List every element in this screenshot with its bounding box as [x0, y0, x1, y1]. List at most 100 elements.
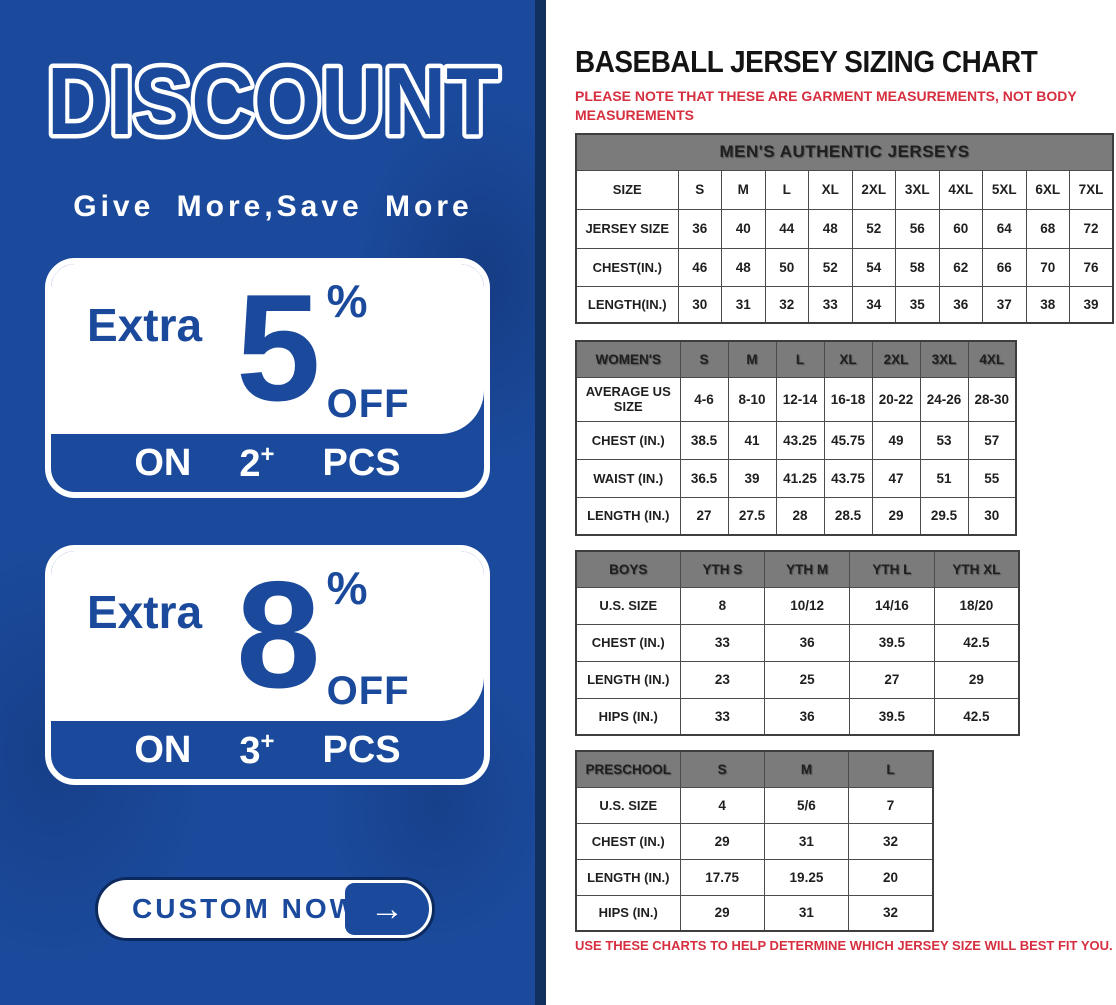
column-header: 3XL	[919, 340, 969, 378]
table-cell: 5XL	[982, 169, 1027, 210]
column-header: S	[679, 340, 729, 378]
table-row: CHEST(IN.) 46 48 50 52 54 58 62 66 70 76	[575, 247, 1114, 287]
row-label: CHEST (IN.)	[575, 623, 681, 662]
table-cell: 8-10	[727, 376, 777, 422]
offer-prefix: Extra	[87, 586, 203, 638]
table-cell: 36.5	[679, 458, 729, 498]
row-label: U.S. SIZE	[575, 786, 681, 824]
table-cell: 17.75	[679, 858, 765, 896]
column-header: S	[679, 750, 765, 788]
table-cell: 48	[721, 247, 766, 287]
column-header: YTH XL	[933, 550, 1020, 588]
row-label: AVERAGE US SIZE	[575, 376, 681, 422]
column-header: WOMEN'S	[575, 340, 681, 378]
table-row: CHEST (IN.) 38.5 41 43.25 45.75 49 53 57	[575, 420, 1017, 460]
table-cell: 14/16	[849, 586, 935, 625]
table-cell: 43.25	[775, 420, 825, 460]
table-cell: 2XL	[851, 169, 896, 210]
row-label: SIZE	[575, 169, 679, 210]
table-cell: 4XL	[938, 169, 983, 210]
right-arrow-icon: →	[370, 890, 404, 928]
table-cell: 39	[1069, 285, 1114, 324]
off-label: OFF	[326, 382, 410, 426]
table-cell: 27	[679, 496, 729, 536]
custom-now-button[interactable]: CUSTOM NOW →	[95, 877, 435, 941]
offer-amount-area: Extra 5 % OFF	[51, 264, 484, 434]
column-header: YTH S	[679, 550, 766, 588]
column-header: M	[727, 340, 777, 378]
offer-amount-area: Extra 8 % OFF	[51, 551, 484, 721]
table-cell: XL	[808, 169, 853, 210]
row-label: HIPS (IN.)	[575, 894, 681, 932]
row-label: LENGTH (IN.)	[575, 496, 681, 536]
row-label: U.S. SIZE	[575, 586, 681, 625]
table-cell: 12-14	[775, 376, 825, 422]
row-label: LENGTH (IN.)	[575, 660, 681, 699]
row-label: JERSEY SIZE	[575, 208, 679, 249]
promo-subtitle: Give More,Save More	[73, 190, 473, 223]
table-cell: 28	[775, 496, 825, 536]
column-header: PRESCHOOL	[575, 750, 681, 788]
table-cell: S	[677, 169, 722, 210]
table-banner: MEN'S AUTHENTIC JERSEYS	[575, 133, 1114, 171]
mens-sizing-table: MEN'S AUTHENTIC JERSEYS SIZE S M L XL 2XL 3XL 4X…	[575, 133, 1115, 324]
table-cell: 24-26	[919, 376, 969, 422]
table-row: LENGTH (IN.) 23 25 27 29	[575, 660, 1020, 699]
table-cell: 7	[848, 786, 934, 824]
table-cell: 52	[808, 247, 853, 287]
row-label: LENGTH(IN.)	[575, 285, 679, 324]
table-cell: 36	[764, 697, 850, 736]
table-cell: 38.5	[679, 420, 729, 460]
on-label: ON	[134, 728, 192, 771]
table-cell: 50	[764, 247, 809, 287]
table-cell: 42.5	[933, 697, 1020, 736]
table-cell: 29	[933, 660, 1020, 699]
offer-card-5-percent: Extra 5 % OFF ON 2+ PCS	[45, 258, 490, 498]
offer-value: 8	[236, 550, 321, 720]
custom-now-label: CUSTOM NOW	[132, 893, 360, 924]
table-cell: 36	[677, 208, 722, 249]
table-cell: 55	[967, 458, 1017, 498]
preschool-sizing-table-container: PRESCHOOL S M L U.S. SIZE 4 5/6 7 CHEST (IN.) 29 3…	[575, 750, 934, 932]
quantity-threshold: 3+	[239, 727, 275, 772]
table-cell: 34	[851, 285, 896, 324]
table-cell: 23	[679, 660, 766, 699]
preschool-sizing-table: PRESCHOOL S M L U.S. SIZE 4 5/6 7 CHEST (IN.) 29 3…	[575, 750, 934, 932]
offer-prefix: Extra	[87, 299, 203, 351]
table-row: AVERAGE US SIZE 4-6 8-10 12-14 16-18 20-22 24-…	[575, 376, 1017, 422]
sizing-chart-panel: BASEBALL JERSEY SIZING CHART PLEASE NOTE…	[546, 0, 1116, 1005]
table-cell: 58	[895, 247, 940, 287]
column-header: 4XL	[967, 340, 1017, 378]
arrow-box: →	[345, 883, 429, 935]
table-cell: 28-30	[967, 376, 1017, 422]
table-cell: 4-6	[679, 376, 729, 422]
table-cell: 44	[764, 208, 809, 249]
table-row: SIZE S M L XL 2XL 3XL 4XL 5XL 6XL 7XL	[575, 169, 1114, 210]
table-cell: 66	[982, 247, 1027, 287]
table-cell: 18/20	[933, 586, 1020, 625]
mens-sizing-table-container: MEN'S AUTHENTIC JERSEYS SIZE S M L XL 2XL 3XL 4X…	[575, 133, 1115, 324]
table-cell: 27	[849, 660, 935, 699]
row-label: CHEST(IN.)	[575, 247, 679, 287]
table-row: U.S. SIZE 4 5/6 7	[575, 786, 934, 824]
boys-sizing-table: BOYS YTH S YTH M YTH L YTH XL U.S. SIZE 8 10/12…	[575, 550, 1020, 736]
offer-card-8-percent: Extra 8 % OFF ON 3+ PCS	[45, 545, 490, 785]
percent-sign: %	[326, 562, 368, 614]
table-cell: 39	[727, 458, 777, 498]
table-cell: 64	[982, 208, 1027, 249]
column-header: YTH L	[849, 550, 935, 588]
on-label: ON	[134, 441, 192, 484]
column-header: M	[763, 750, 850, 788]
off-label: OFF	[326, 669, 410, 713]
column-header: BOYS	[575, 550, 681, 588]
table-cell: 20	[848, 858, 934, 896]
table-cell: M	[721, 169, 766, 210]
table-cell: 70	[1025, 247, 1070, 287]
table-cell: 33	[679, 697, 766, 736]
column-header: YTH M	[764, 550, 850, 588]
table-cell: 38	[1025, 285, 1070, 324]
table-cell: 51	[919, 458, 969, 498]
column-header: L	[775, 340, 825, 378]
panel-edge-divider	[535, 0, 546, 1005]
table-cell: 33	[679, 623, 766, 662]
